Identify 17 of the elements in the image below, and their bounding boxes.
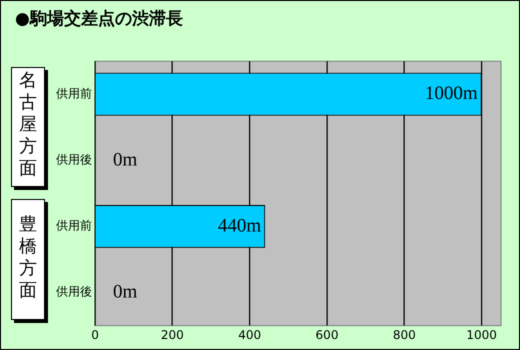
data-label: 440m	[218, 215, 262, 236]
y-tick-label: 供用前	[56, 86, 92, 100]
x-tick-label: 1000	[466, 328, 497, 342]
y-tick-label: 供用前	[56, 218, 92, 233]
y-tick-label: 供用後	[56, 152, 92, 166]
y-tick-label: 供用後	[56, 284, 92, 299]
data-label: 0m	[113, 282, 138, 303]
chart-title: ●駒場交差点の渋滞長	[15, 8, 183, 30]
data-label: 0m	[113, 149, 138, 170]
x-tick-label: 400	[238, 328, 262, 342]
x-tick-label: 200	[160, 328, 184, 342]
data-label: 1000m	[424, 83, 478, 104]
text: 名古屋方面	[18, 70, 38, 180]
x-tick-label: 600	[316, 328, 338, 342]
x-tick-label: 800	[392, 328, 416, 342]
x-tick-label: 0	[91, 328, 99, 342]
text: 豊橋方面	[18, 214, 38, 302]
